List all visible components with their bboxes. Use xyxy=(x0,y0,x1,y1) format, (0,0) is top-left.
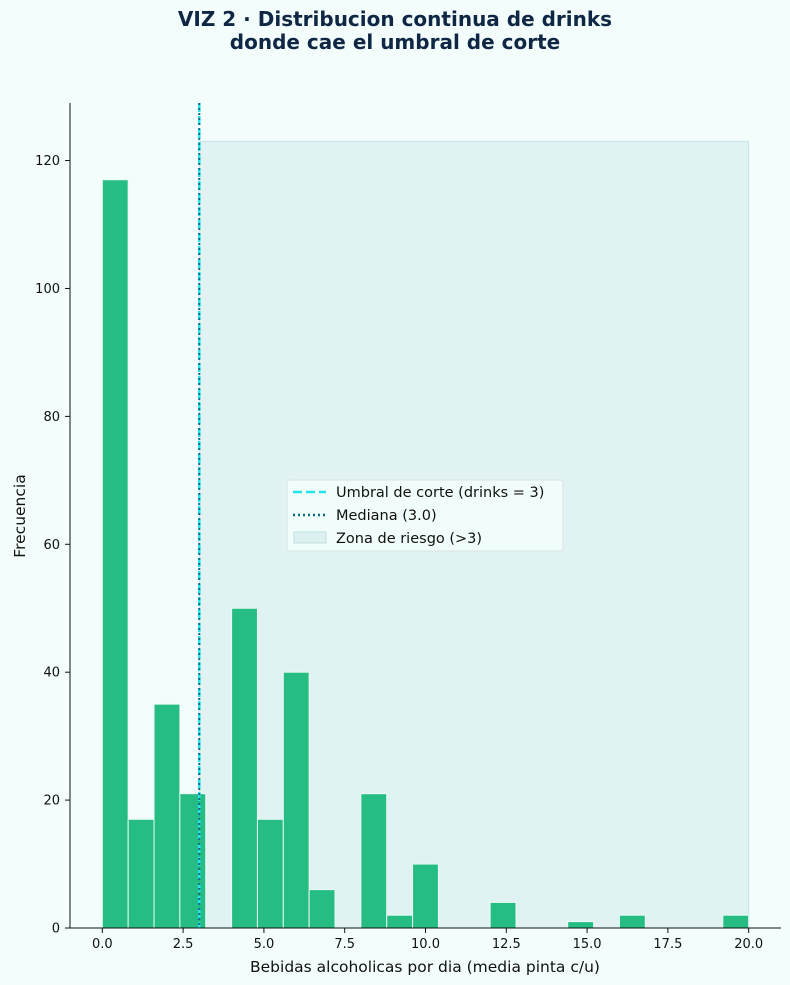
legend-risk-label: Zona de riesgo (>3) xyxy=(336,531,482,547)
y-tick-label: 120 xyxy=(35,154,60,169)
histogram-bar xyxy=(101,179,129,929)
y-tick-label: 0 xyxy=(52,922,60,937)
legend-risk-swatch xyxy=(293,531,327,544)
histogram-bar xyxy=(282,671,310,929)
x-tick-label: 5.0 xyxy=(254,937,275,952)
bars-layer xyxy=(101,179,750,929)
histogram-bar xyxy=(360,793,388,929)
x-tick-label: 10.0 xyxy=(411,937,440,952)
x-tick-label: 20.0 xyxy=(734,937,763,952)
ticks-layer: 0.0 2.5 5.0 7.5 10.0 12.5 15.0 17.5 20.0 0 20 40 60 8… xyxy=(35,154,763,952)
histogram-bar xyxy=(722,914,750,929)
legend: Umbral de corte (drinks = 3) Mediana (3.… xyxy=(286,479,564,552)
legend-frame xyxy=(286,479,564,552)
histogram-bar xyxy=(618,914,646,929)
x-tick-label: 2.5 xyxy=(173,937,194,952)
x-tick-label: 7.5 xyxy=(334,937,355,952)
y-tick-label: 100 xyxy=(35,282,60,297)
chart-title-line-1: VIZ 2 · Distribucion continua de drinks xyxy=(178,7,612,31)
y-tick-label: 20 xyxy=(43,794,60,809)
y-axis-label: Frecuencia xyxy=(11,474,29,557)
x-axis-label: Bebidas alcoholicas por dia (media pinta… xyxy=(250,958,600,976)
legend-threshold-label: Umbral de corte (drinks = 3) xyxy=(336,485,544,501)
chart-title-line-2: donde cae el umbral de corte xyxy=(230,30,560,54)
legend-median-label: Mediana (3.0) xyxy=(336,508,437,524)
y-tick-label: 80 xyxy=(43,410,60,425)
histogram-bar xyxy=(567,921,595,929)
histogram-bar xyxy=(412,863,439,929)
histogram-bar xyxy=(489,901,517,929)
x-tick-label: 12.5 xyxy=(492,937,521,952)
x-tick-label: 0.0 xyxy=(92,937,113,952)
x-tick-label: 15.0 xyxy=(573,937,602,952)
x-tick-label: 17.5 xyxy=(653,937,682,952)
histogram-bar xyxy=(231,607,258,929)
histogram-bar xyxy=(127,818,155,929)
histogram-bar xyxy=(179,793,207,929)
histogram-bar xyxy=(256,818,284,929)
histogram-bar xyxy=(153,703,181,929)
y-tick-label: 40 xyxy=(43,666,60,681)
y-tick-label: 60 xyxy=(43,538,60,553)
histogram-bar xyxy=(308,889,336,929)
histogram-bar xyxy=(386,914,414,929)
